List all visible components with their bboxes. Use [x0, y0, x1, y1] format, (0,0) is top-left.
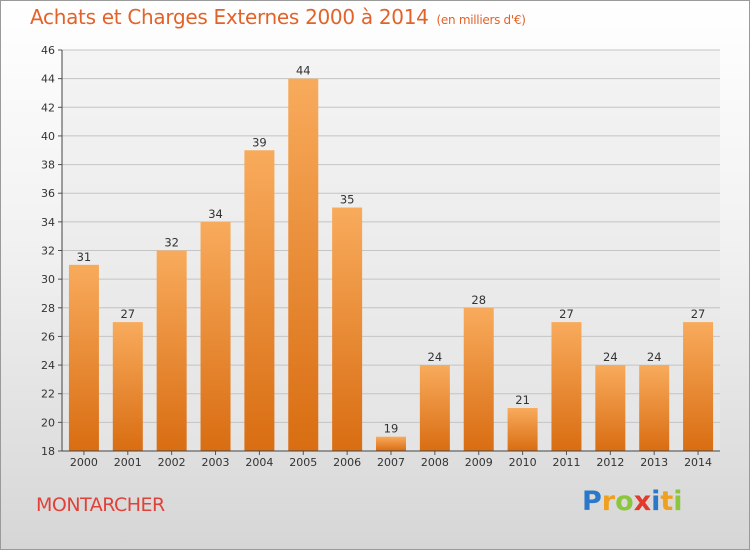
commune-name: MONTARCHER	[36, 494, 165, 516]
y-tick-label: 44	[41, 73, 55, 86]
data-label-2004: 39	[252, 135, 267, 149]
y-tick-label: 30	[41, 273, 55, 286]
x-tick-label-2006: 2006	[333, 456, 361, 469]
logo-letter: r	[601, 486, 616, 517]
bar-2008	[419, 365, 450, 451]
data-label-2007: 19	[384, 422, 399, 436]
bar-2012	[595, 365, 626, 451]
logo-letter: i	[673, 486, 683, 517]
chart-title: Achats et Charges Externes 2000 à 2014 (e…	[30, 5, 526, 29]
data-label-2014: 27	[691, 307, 706, 321]
data-label-2008: 24	[428, 350, 443, 364]
logo-letter: x	[633, 486, 652, 517]
title-text: Achats et Charges Externes 2000 à 2014	[30, 5, 429, 29]
x-tick-label-2009: 2009	[465, 456, 493, 469]
x-tick-label-2013: 2013	[640, 456, 668, 469]
y-tick-label: 22	[41, 388, 55, 401]
x-tick-label-2012: 2012	[596, 456, 624, 469]
data-label-2012: 24	[603, 350, 618, 364]
x-tick-label-2005: 2005	[289, 456, 317, 469]
bar-2000	[68, 264, 99, 451]
data-label-2010: 21	[515, 393, 530, 407]
bar-2013	[639, 365, 670, 451]
x-tick-label-2004: 2004	[245, 456, 273, 469]
y-tick-label: 28	[41, 302, 55, 315]
unit-note: (en milliers d'€)	[436, 13, 526, 27]
data-label-2011: 27	[559, 307, 574, 321]
data-label-2006: 35	[340, 193, 355, 207]
bar-2002	[156, 250, 187, 451]
y-tick-label: 32	[41, 245, 55, 258]
x-tick-label-2007: 2007	[377, 456, 405, 469]
x-tick-label-2011: 2011	[552, 456, 580, 469]
x-tick-label-2010: 2010	[509, 456, 537, 469]
y-tick-label: 40	[41, 130, 55, 143]
y-tick-label: 36	[41, 187, 55, 200]
bar-2007	[376, 436, 406, 451]
x-tick-label-2003: 2003	[202, 456, 230, 469]
x-tick-label-2008: 2008	[421, 456, 449, 469]
x-tick-label-2014: 2014	[684, 456, 712, 469]
bar-2001	[112, 322, 143, 451]
y-tick-label: 42	[41, 101, 55, 114]
x-tick-label-2000: 2000	[70, 456, 98, 469]
data-label-2001: 27	[120, 307, 135, 321]
logo-letter: P	[582, 486, 602, 517]
bar-2009	[463, 307, 494, 451]
y-tick-label: 34	[41, 216, 55, 229]
data-label-2002: 32	[164, 236, 179, 250]
y-tick-label: 26	[41, 330, 55, 343]
bar-2003	[200, 221, 231, 451]
proxiti-logo: Proxiti	[582, 486, 683, 517]
bar-2006	[332, 207, 363, 451]
y-tick-label: 24	[41, 359, 55, 372]
logo-letter: t	[660, 486, 674, 517]
y-tick-label: 20	[41, 416, 55, 429]
data-label-2000: 31	[77, 250, 92, 264]
data-label-2013: 24	[647, 350, 662, 364]
data-label-2003: 34	[208, 207, 223, 221]
x-tick-label-2001: 2001	[114, 456, 142, 469]
bar-2011	[551, 322, 582, 451]
y-tick-label: 18	[41, 445, 55, 458]
data-label-2005: 44	[296, 64, 311, 78]
logo-letter: o	[615, 486, 634, 517]
logo-letter: i	[651, 486, 661, 517]
y-tick-label: 38	[41, 159, 55, 172]
x-tick-label-2002: 2002	[158, 456, 186, 469]
data-label-2009: 28	[471, 293, 486, 307]
y-tick-label: 46	[41, 44, 55, 57]
bar-2004	[244, 150, 275, 451]
bar-2014	[683, 322, 714, 451]
bar-2010	[507, 408, 538, 451]
bar-2005	[288, 78, 319, 452]
